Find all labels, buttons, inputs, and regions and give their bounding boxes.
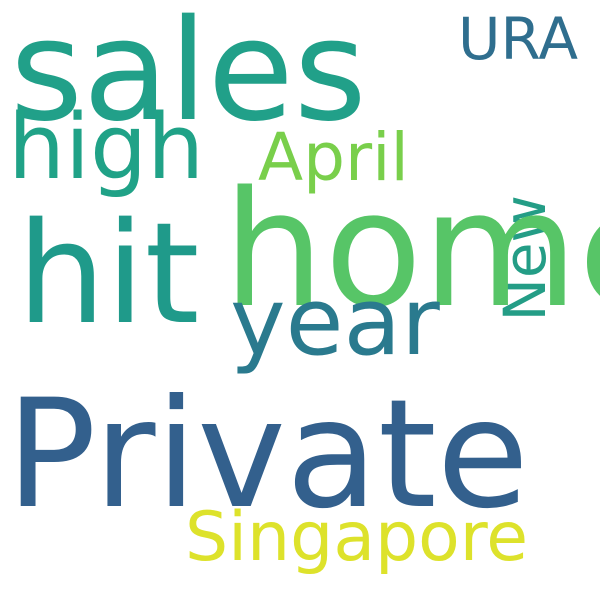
- word-april: April: [258, 119, 409, 196]
- word-sales: sales: [10, 0, 367, 153]
- word-hit: hit: [17, 193, 200, 356]
- word-singapore: Singapore: [185, 498, 529, 577]
- word-high: high: [8, 95, 205, 200]
- word-year: year: [230, 268, 440, 377]
- word-private: Private: [6, 368, 529, 542]
- word-home: home: [223, 156, 600, 343]
- word-ura: URA: [458, 5, 579, 73]
